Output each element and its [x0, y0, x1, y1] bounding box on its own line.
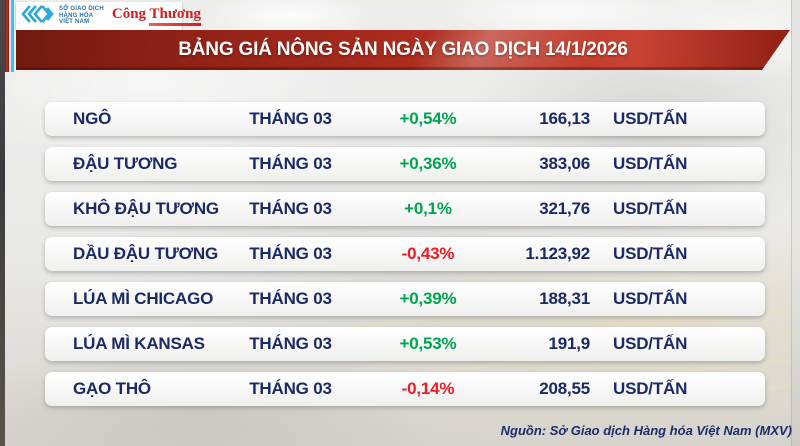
table-row: GẠO THÔ THÁNG 03 -0,14% 208,55 USD/TẤN: [45, 372, 765, 406]
price-value: 166,13: [539, 109, 590, 128]
change-percent: -0,43%: [401, 244, 455, 263]
change-percent: +0,54%: [399, 109, 457, 128]
price-unit: USD/TẤN: [613, 244, 688, 263]
commodity-name: DẦU ĐẬU TƯƠNG: [73, 244, 218, 263]
price-value: 191,9: [548, 334, 590, 353]
commodity-name: LÚA MÌ KANSAS: [73, 334, 205, 353]
mxv-org-name: SỞ GIAO DỊCH HÀNG HÓA VIỆT NAM: [59, 6, 104, 26]
table-row: NGÔ THÁNG 03 +0,54% 166,13 USD/TẤN: [45, 102, 765, 136]
commodity-name: GẠO THÔ: [73, 379, 151, 398]
table-row: KHÔ ĐẬU TƯƠNG THÁNG 03 +0,1% 321,76 USD/…: [45, 192, 765, 226]
contract-month: THÁNG 03: [249, 289, 332, 308]
left-photo-edge: [0, 0, 5, 446]
price-table: NGÔ THÁNG 03 +0,54% 166,13 USD/TẤN ĐẬU T…: [45, 102, 765, 417]
title-banner: BẢNG GIÁ NÔNG SẢN NGÀY GIAO DỊCH 14/1/20…: [16, 30, 790, 70]
price-unit: USD/TẤN: [613, 109, 688, 128]
table-row: LÚA MÌ CHICAGO THÁNG 03 +0,39% 188,31 US…: [45, 282, 765, 316]
change-percent: -0,14%: [401, 379, 455, 398]
table-row: ĐẬU TƯƠNG THÁNG 03 +0,36% 383,06 USD/TẤN: [45, 147, 765, 181]
price-value: 321,76: [539, 199, 590, 218]
change-percent: +0,39%: [399, 289, 457, 308]
price-value: 383,06: [539, 154, 590, 173]
price-unit: USD/TẤN: [613, 154, 688, 173]
contract-month: THÁNG 03: [249, 154, 332, 173]
table-row: LÚA MÌ KANSAS THÁNG 03 +0,53% 191,9 USD/…: [45, 327, 765, 361]
mxv-chevrons-icon: [21, 4, 55, 28]
congthuong-logo-underline: [149, 22, 202, 26]
price-unit: USD/TẤN: [613, 379, 688, 398]
congthuong-logo: Công Thương: [111, 5, 202, 26]
right-photo-edge: [791, 0, 800, 446]
commodity-name: NGÔ: [73, 109, 112, 128]
contract-month: THÁNG 03: [249, 244, 332, 263]
contract-month: THÁNG 03: [249, 199, 332, 218]
commodity-name: ĐẬU TƯƠNG: [73, 154, 178, 173]
price-unit: USD/TẤN: [613, 334, 688, 353]
price-unit: USD/TẤN: [613, 289, 688, 308]
commodity-name: KHÔ ĐẬU TƯƠNG: [73, 199, 219, 218]
accent-stripe-red: [5, 0, 9, 72]
page-title: BẢNG GIÁ NÔNG SẢN NGÀY GIAO DỊCH 14/1/20…: [178, 39, 628, 60]
contract-month: THÁNG 03: [249, 109, 332, 128]
change-percent: +0,36%: [399, 154, 457, 173]
source-credit: Nguồn: Sở Giao dịch Hàng hóa Việt Nam (M…: [500, 423, 792, 438]
price-value: 188,31: [539, 289, 590, 308]
logo-plate: SỞ GIAO DỊCH HÀNG HÓA VIỆT NAM Công Thươ…: [16, 2, 202, 30]
price-value: 208,55: [539, 379, 590, 398]
price-value: 1.123,92: [525, 244, 590, 263]
commodity-name: LÚA MÌ CHICAGO: [73, 289, 214, 308]
accent-stripe-cyan: [11, 0, 14, 72]
congthuong-logo-text: Công Thương: [111, 5, 202, 22]
change-percent: +0,1%: [404, 199, 452, 218]
contract-month: THÁNG 03: [249, 379, 332, 398]
price-unit: USD/TẤN: [613, 199, 688, 218]
contract-month: THÁNG 03: [249, 334, 332, 353]
change-percent: +0,53%: [399, 334, 457, 353]
table-row: DẦU ĐẬU TƯƠNG THÁNG 03 -0,43% 1.123,92 U…: [45, 237, 765, 271]
